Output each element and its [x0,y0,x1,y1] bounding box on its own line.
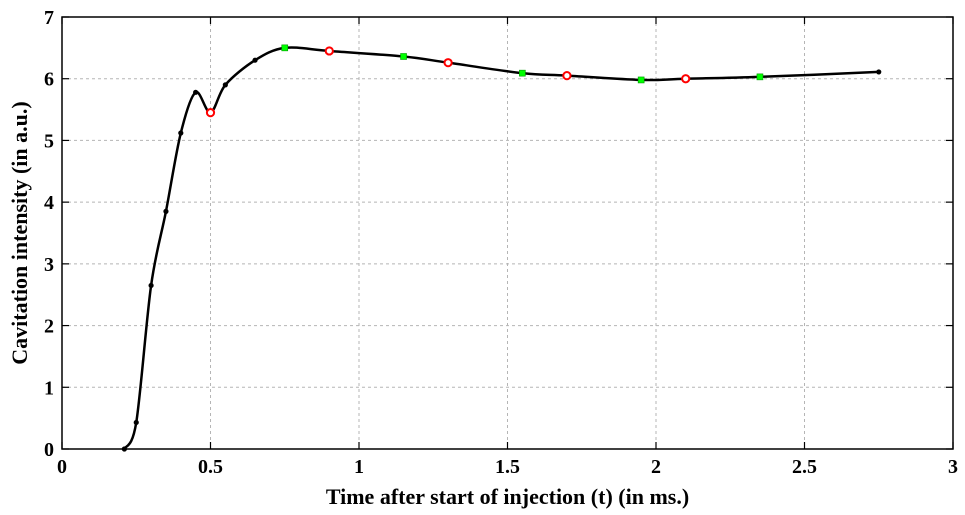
data-point-dot [178,130,184,136]
grid-lines [62,17,953,449]
data-point-dot [193,89,199,95]
y-tick-label: 5 [44,130,54,152]
x-tick-label: 0.5 [198,456,223,478]
data-point-dot [163,208,169,214]
y-tick-label: 7 [44,7,54,29]
data-point-square [756,73,764,81]
x-axis-title: Time after start of injection (t) (in ms… [326,484,689,509]
x-tick-label: 1.5 [495,456,520,478]
y-tick-label: 1 [44,377,54,399]
y-tick-label: 6 [44,69,54,91]
data-point-dot [876,69,882,75]
data-markers [121,44,882,452]
data-point-dot [148,282,154,289]
y-tick-labels: 0 1 2 3 4 5 6 7 [44,7,54,461]
series-line [123,46,879,450]
plot-frame [61,16,954,450]
data-point-circle [324,46,334,56]
y-tick-label: 0 [44,439,54,461]
data-point-square [637,76,645,84]
data-point-square [519,69,526,77]
data-point-square [400,53,407,60]
x-tick-label: 2.5 [792,456,817,478]
y-axis-title: Cavitation intensity (in a.u.) [7,101,32,364]
y-tick-label: 3 [44,254,54,276]
data-point-dot [252,57,258,63]
x-tick-label: 0 [57,456,67,478]
x-tick-labels: 0 0.5 1 1.5 2 2.5 3 [57,456,958,478]
data-point-dot [133,419,139,426]
x-tick-label: 1 [354,456,364,478]
data-point-circle [205,108,216,118]
y-tick-label: 4 [44,192,54,214]
x-tick-label: 3 [948,456,958,478]
series-curve [123,46,879,450]
data-point-square [281,44,289,52]
data-point-circle [443,58,453,68]
data-point-circle [681,74,691,84]
data-point-dot [222,82,228,88]
y-tick-label: 2 [44,316,54,338]
x-tick-label: 2 [651,456,661,478]
data-point-circle [562,71,572,81]
